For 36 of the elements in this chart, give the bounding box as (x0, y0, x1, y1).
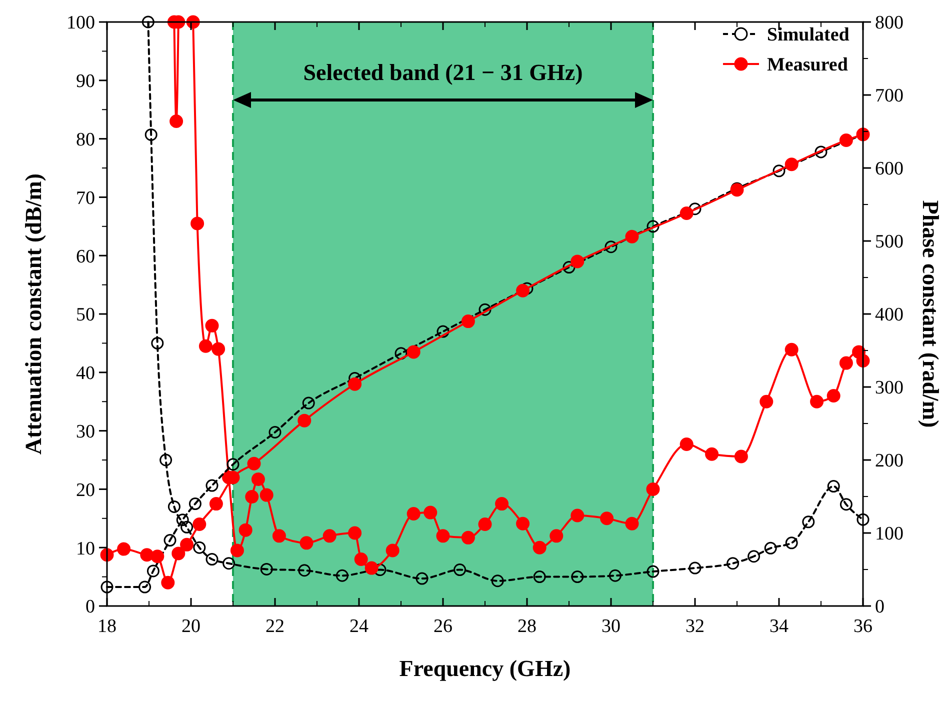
y2-tick-label: 0 (875, 596, 884, 618)
y-tick-label: 20 (76, 480, 95, 501)
x-tick-label: 20 (182, 616, 200, 637)
y-tick-label: 70 (76, 188, 95, 209)
x-tick-label: 36 (854, 616, 872, 637)
x-tick-label: 28 (518, 616, 536, 637)
y-tick-label: 60 (76, 246, 95, 268)
y-axis-title: Attenuation constant (dB/m) (21, 173, 46, 455)
y2-tick-label: 200 (875, 450, 904, 472)
x-axis-title: Frequency (GHz) (399, 656, 571, 681)
y-tick-label: 10 (76, 538, 95, 560)
x-tick-label: 26 (434, 616, 452, 637)
y2-tick-label: 100 (875, 524, 904, 545)
y2-tick-label: 400 (875, 304, 904, 326)
y-tick-label: 30 (76, 421, 95, 442)
y-tick-label: 50 (76, 304, 95, 326)
y-tick-label: 80 (76, 129, 95, 150)
x-tick-label: 34 (770, 616, 789, 637)
y2-axis-title: Phase constant (rad/m) (918, 200, 943, 428)
legend-label: Simulated (767, 24, 850, 46)
x-tick-label: 30 (602, 616, 620, 637)
x-tick-label: 18 (98, 616, 116, 637)
y-tick-label: 100 (66, 12, 95, 34)
y-tick-label: 40 (76, 363, 95, 384)
x-tick-label: 32 (686, 616, 704, 637)
legend-label: Measured (767, 54, 848, 76)
y-tick-label: 0 (86, 596, 95, 618)
x-tick-label: 22 (266, 616, 284, 637)
y2-tick-label: 300 (875, 378, 904, 399)
y2-tick-label: 600 (875, 158, 904, 180)
y2-tick-label: 800 (875, 12, 904, 34)
y2-tick-label: 700 (875, 86, 904, 107)
x-tick-label: 24 (350, 616, 369, 637)
y-tick-label: 90 (76, 71, 95, 92)
y2-tick-label: 500 (875, 232, 904, 253)
annotation: Selected band (21 − 31 GHz) (303, 60, 583, 85)
